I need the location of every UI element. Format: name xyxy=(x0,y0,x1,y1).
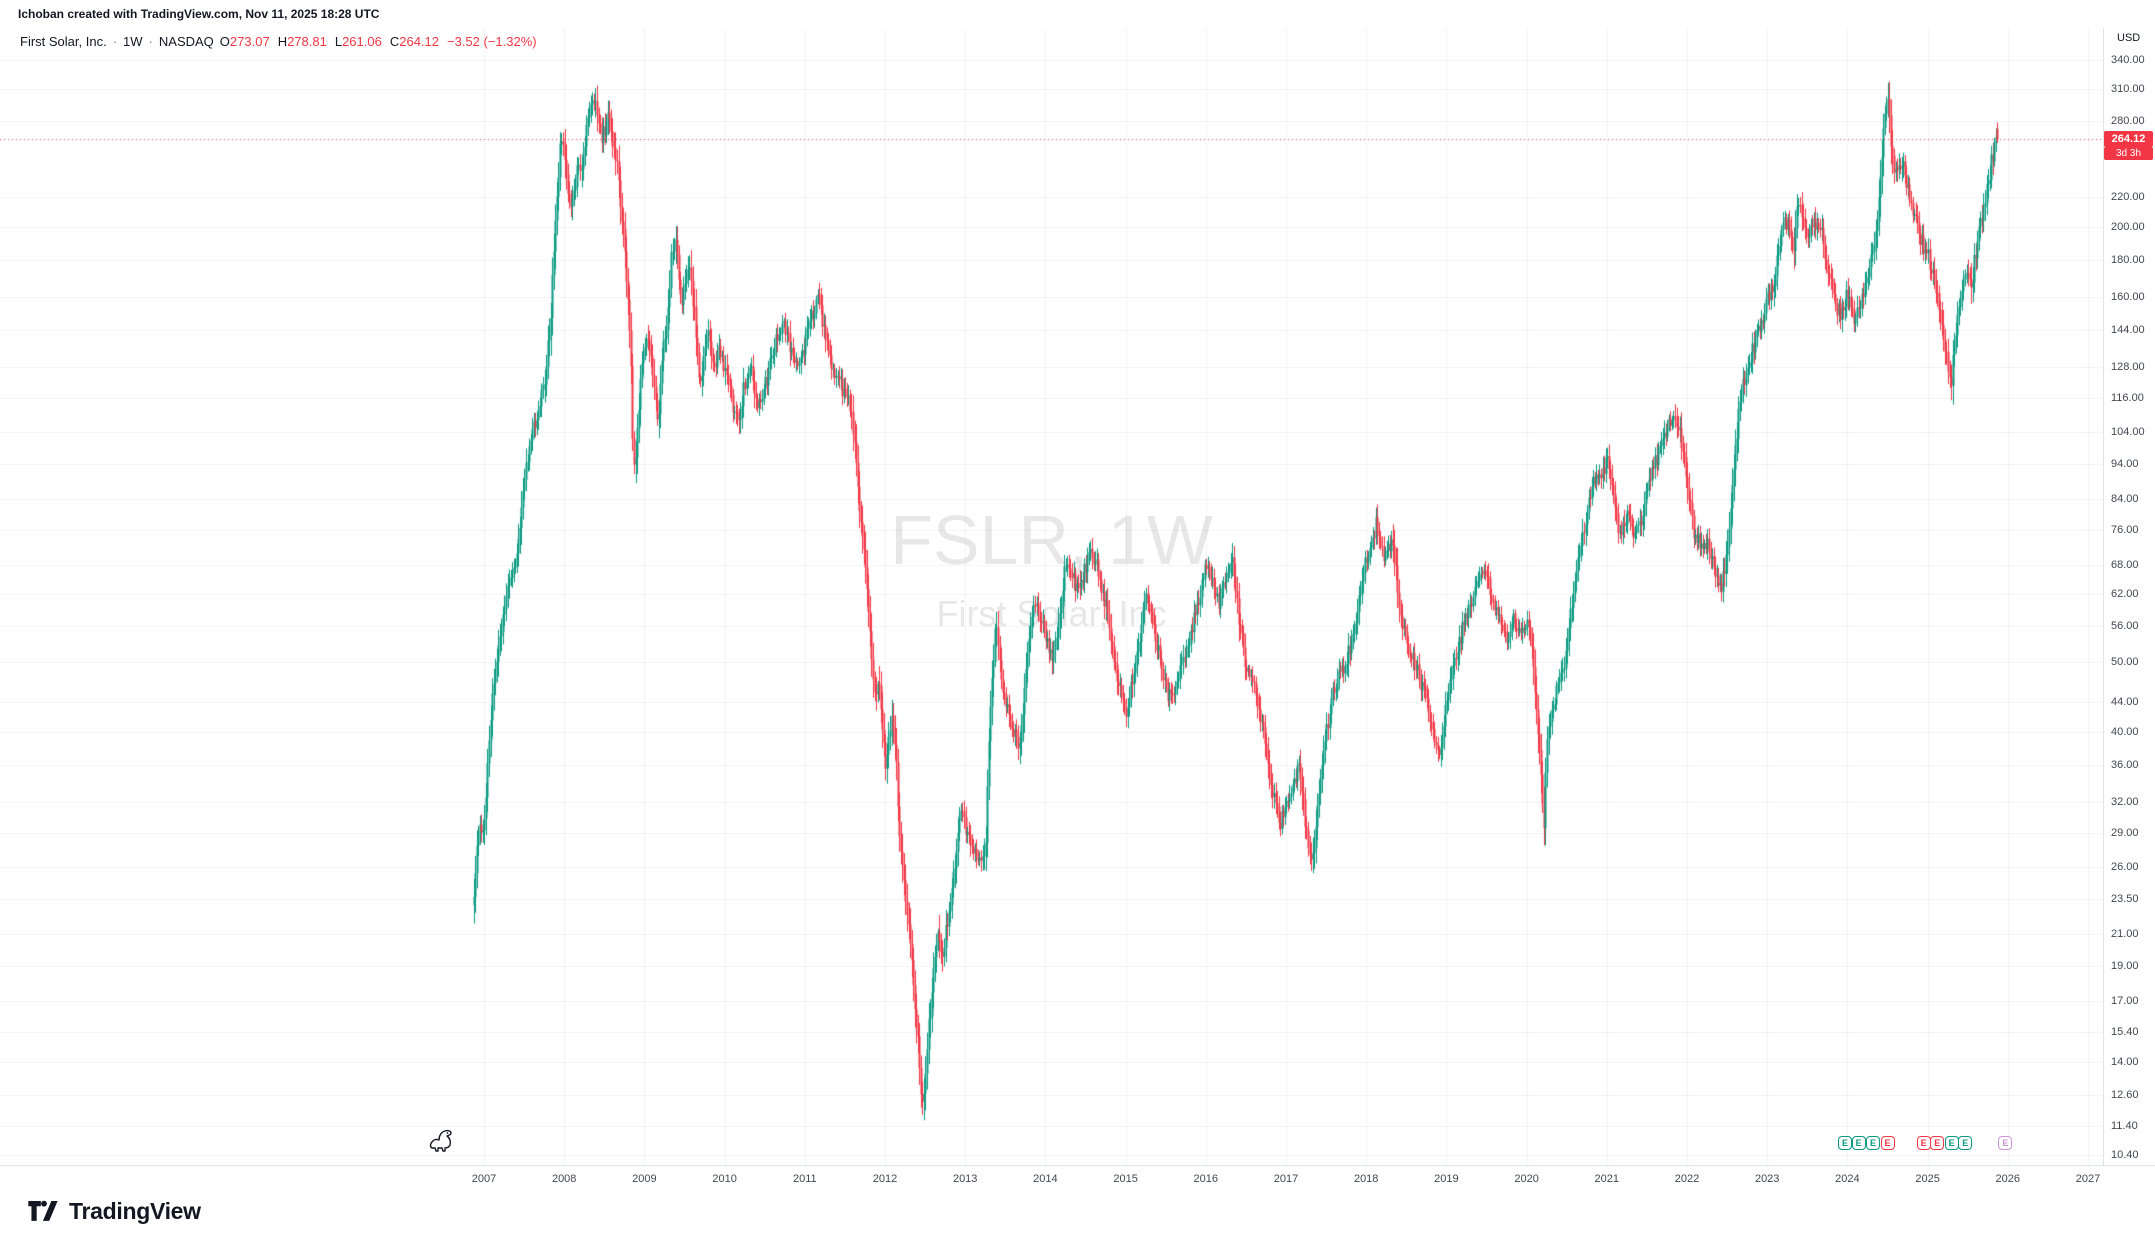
legend-low: L261.06 xyxy=(335,34,382,49)
dino-doodle-sticker[interactable] xyxy=(428,1126,458,1159)
attribution-text: Ichoban created with TradingView.com, No… xyxy=(18,7,380,21)
price-axis[interactable]: USD 340.00 310.00 280.00 220.00 200.00 180.00… xyxy=(2103,28,2155,1165)
legend-separator: · xyxy=(112,34,118,49)
dino-icon xyxy=(429,1129,452,1152)
price-axis-label: 36.00 xyxy=(2111,759,2139,772)
earnings-marker[interactable]: E xyxy=(1837,1136,1852,1150)
earnings-marker[interactable]: E xyxy=(1944,1136,1959,1150)
currency-label: USD xyxy=(2117,32,2141,44)
price-axis-label: 62.00 xyxy=(2111,588,2139,601)
time-axis-label: 2022 xyxy=(1674,1173,1700,1185)
earnings-marker[interactable]: E xyxy=(1916,1136,1931,1150)
time-axis-label: 2019 xyxy=(1434,1173,1459,1185)
open-value: 273.07 xyxy=(229,34,270,49)
price-axis-label: 220.00 xyxy=(2111,190,2145,203)
time-axis-label: 2008 xyxy=(551,1173,577,1185)
legend-high: H278.81 xyxy=(278,34,327,49)
close-value: 264.12 xyxy=(399,34,439,49)
price-axis-label: 32.00 xyxy=(2111,796,2139,809)
time-axis-label: 2009 xyxy=(632,1173,657,1185)
earnings-marker[interactable]: E xyxy=(1880,1136,1895,1150)
time-axis-label: 2015 xyxy=(1113,1173,1138,1185)
price-axis-label: 11.40 xyxy=(2111,1120,2138,1133)
tradingview-logo[interactable]: TradingView xyxy=(28,1198,201,1225)
price-axis-label: 44.00 xyxy=(2111,696,2139,709)
high-label: H xyxy=(277,34,288,49)
price-axis-label: 50.00 xyxy=(2111,655,2139,668)
legend-change: −3.52 (−1.32%) xyxy=(447,34,537,49)
earnings-marker[interactable]: E xyxy=(1851,1136,1866,1150)
low-value: 261.06 xyxy=(342,34,382,49)
time-axis-label: 2013 xyxy=(952,1173,978,1185)
price-axis-label: 17.00 xyxy=(2111,994,2139,1007)
legend-separator: · xyxy=(148,34,153,49)
legend-open: O273.07 xyxy=(220,34,270,49)
price-axis-label: 40.00 xyxy=(2111,726,2139,738)
time-axis-label: 2025 xyxy=(1915,1173,1940,1185)
price-axis-label: 12.60 xyxy=(2111,1088,2139,1101)
earnings-marker[interactable]: E xyxy=(1958,1136,1973,1150)
earnings-marker[interactable]: E xyxy=(1866,1136,1881,1150)
legend-interval[interactable]: 1W xyxy=(123,34,143,49)
price-axis-label: 84.00 xyxy=(2111,493,2139,506)
price-axis-label: 68.00 xyxy=(2111,559,2139,572)
time-axis-label: 2012 xyxy=(872,1173,898,1185)
symbol-legend: First Solar, Inc. · 1W · NASDAQ O273.07 … xyxy=(20,34,537,49)
price-axis-label: 21.00 xyxy=(2111,928,2139,941)
price-axis-label: 94.00 xyxy=(2111,457,2139,470)
price-axis-label: 23.50 xyxy=(2111,893,2139,906)
price-axis-label: 56.00 xyxy=(2111,620,2139,633)
time-axis-label: 2011 xyxy=(792,1173,817,1185)
time-axis-label: 2020 xyxy=(1514,1173,1539,1185)
earnings-marker[interactable]: E xyxy=(1998,1136,2013,1150)
price-axis-label: 160.00 xyxy=(2111,290,2145,303)
legend-exchange[interactable]: NASDAQ xyxy=(158,34,214,49)
price-axis-label: 19.00 xyxy=(2111,959,2139,972)
price-axis-label: 116.00 xyxy=(2111,391,2144,404)
close-label: C xyxy=(389,34,400,49)
time-axis-label: 2018 xyxy=(1353,1173,1379,1185)
legend-close: C264.12 xyxy=(390,34,439,49)
earnings-marker[interactable]: E xyxy=(1930,1136,1945,1150)
time-axis-label: 2010 xyxy=(712,1173,737,1185)
price-axis-label: 14.00 xyxy=(2111,1055,2139,1068)
time-axis-label: 2016 xyxy=(1193,1173,1219,1185)
time-axis-label: 2017 xyxy=(1273,1173,1299,1185)
time-axis-label: 2023 xyxy=(1754,1173,1780,1185)
price-axis-label: 26.00 xyxy=(2111,861,2139,874)
price-axis-label: 280.00 xyxy=(2111,114,2145,127)
tradingview-icon xyxy=(28,1200,58,1221)
price-axis-label: 15.40 xyxy=(2111,1025,2139,1038)
price-axis-label: 200.00 xyxy=(2111,220,2145,233)
price-axis-label: 29.00 xyxy=(2111,826,2139,839)
price-axis-label: 310.00 xyxy=(2111,83,2145,95)
price-axis-label: 340.00 xyxy=(2111,54,2145,66)
time-axis-label: 2021 xyxy=(1594,1173,1620,1185)
price-axis-label: 10.40 xyxy=(2111,1149,2139,1161)
time-axis-label: 2014 xyxy=(1033,1173,1058,1185)
open-label: O xyxy=(219,34,230,49)
time-axis-label: 2007 xyxy=(471,1173,497,1185)
legend-symbol-name[interactable]: First Solar, Inc. xyxy=(20,34,107,49)
price-axis-label: 76.00 xyxy=(2111,524,2139,537)
price-axis-label: 104.00 xyxy=(2111,425,2145,438)
price-axis-label: 128.00 xyxy=(2111,360,2145,373)
low-label: L xyxy=(334,34,343,49)
time-axis-label: 2027 xyxy=(2075,1173,2101,1185)
price-axis-label: 180.00 xyxy=(2111,253,2145,266)
time-axis[interactable]: 2007 2008 2009 2010 2011 2012 2013 2014 2015 2016… xyxy=(0,1165,2155,1196)
price-axis-label: 144.00 xyxy=(2111,323,2145,336)
time-axis-label: 2026 xyxy=(1995,1173,2021,1185)
last-price-badge[interactable]: 264.12 xyxy=(2104,131,2153,148)
high-value: 278.81 xyxy=(287,34,327,49)
tradingview-wordmark: TradingView xyxy=(69,1198,201,1224)
time-axis-label: 2024 xyxy=(1835,1173,1860,1185)
bar-countdown-badge: 3d 3h xyxy=(2104,147,2153,161)
